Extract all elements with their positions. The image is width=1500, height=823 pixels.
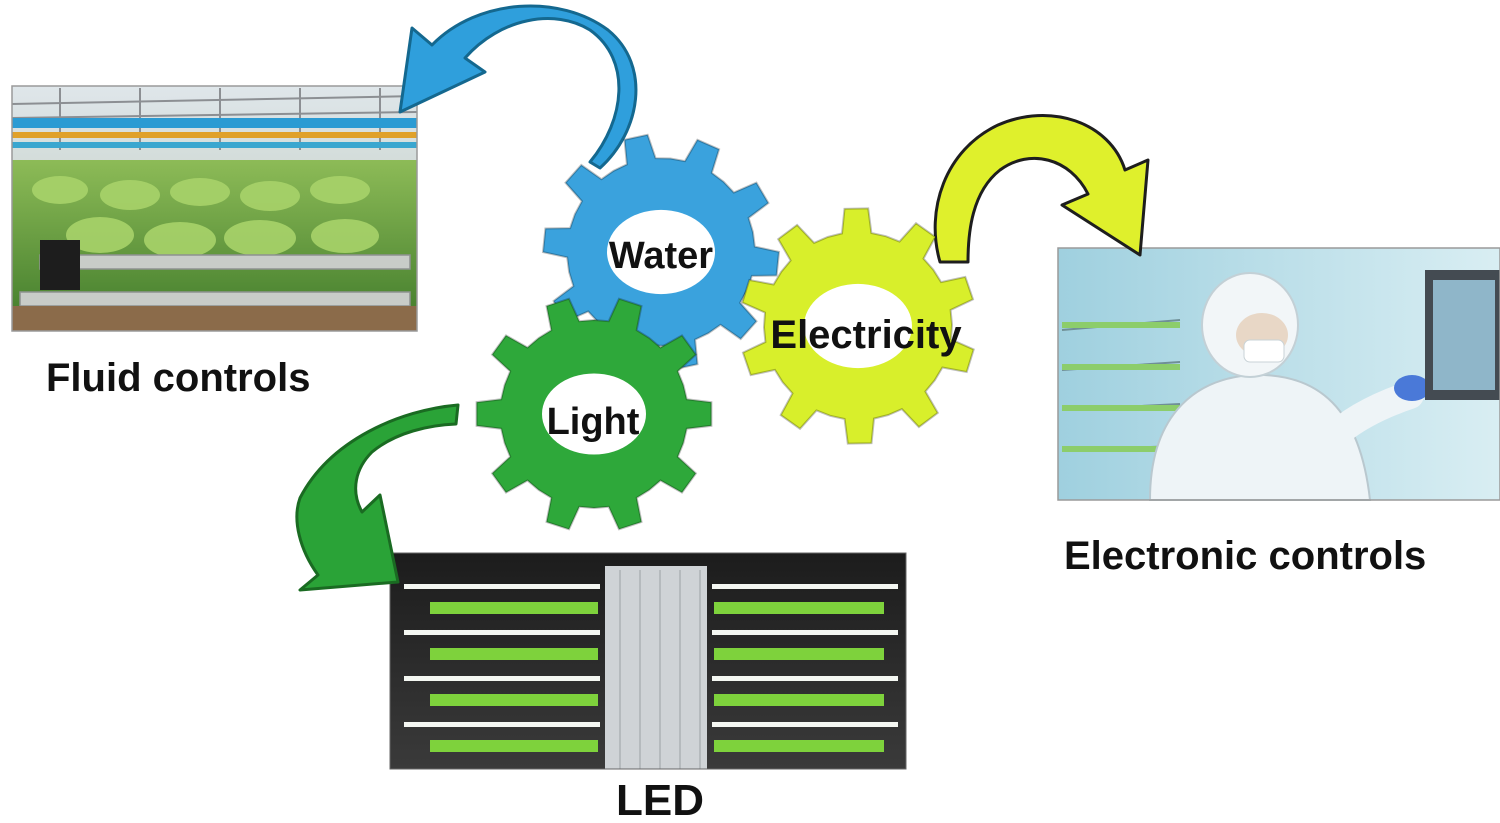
electricity-gear <box>741 207 975 445</box>
fluid-controls-caption: Fluid controls <box>46 356 311 400</box>
water-gear-label: Water <box>609 235 713 277</box>
led-photo <box>389 552 907 770</box>
electricity-gear-label: Electricity <box>770 313 962 357</box>
water-gear-hole <box>607 209 715 295</box>
electricity-to-electronic-arrow <box>933 113 1150 264</box>
light-gear-label: Light <box>547 401 640 443</box>
light-gear-hole <box>542 373 646 455</box>
led-caption: LED <box>616 776 704 823</box>
electricity-gear-hole <box>804 283 912 369</box>
fluid-photo <box>11 85 418 332</box>
water-gear <box>541 133 781 371</box>
water-to-fluid-arrow <box>398 4 638 170</box>
light-gear <box>475 297 713 531</box>
electronic-photo <box>1057 247 1500 501</box>
electronic-controls-caption: Electronic controls <box>1064 534 1427 578</box>
light-to-led-arrow <box>295 403 460 592</box>
